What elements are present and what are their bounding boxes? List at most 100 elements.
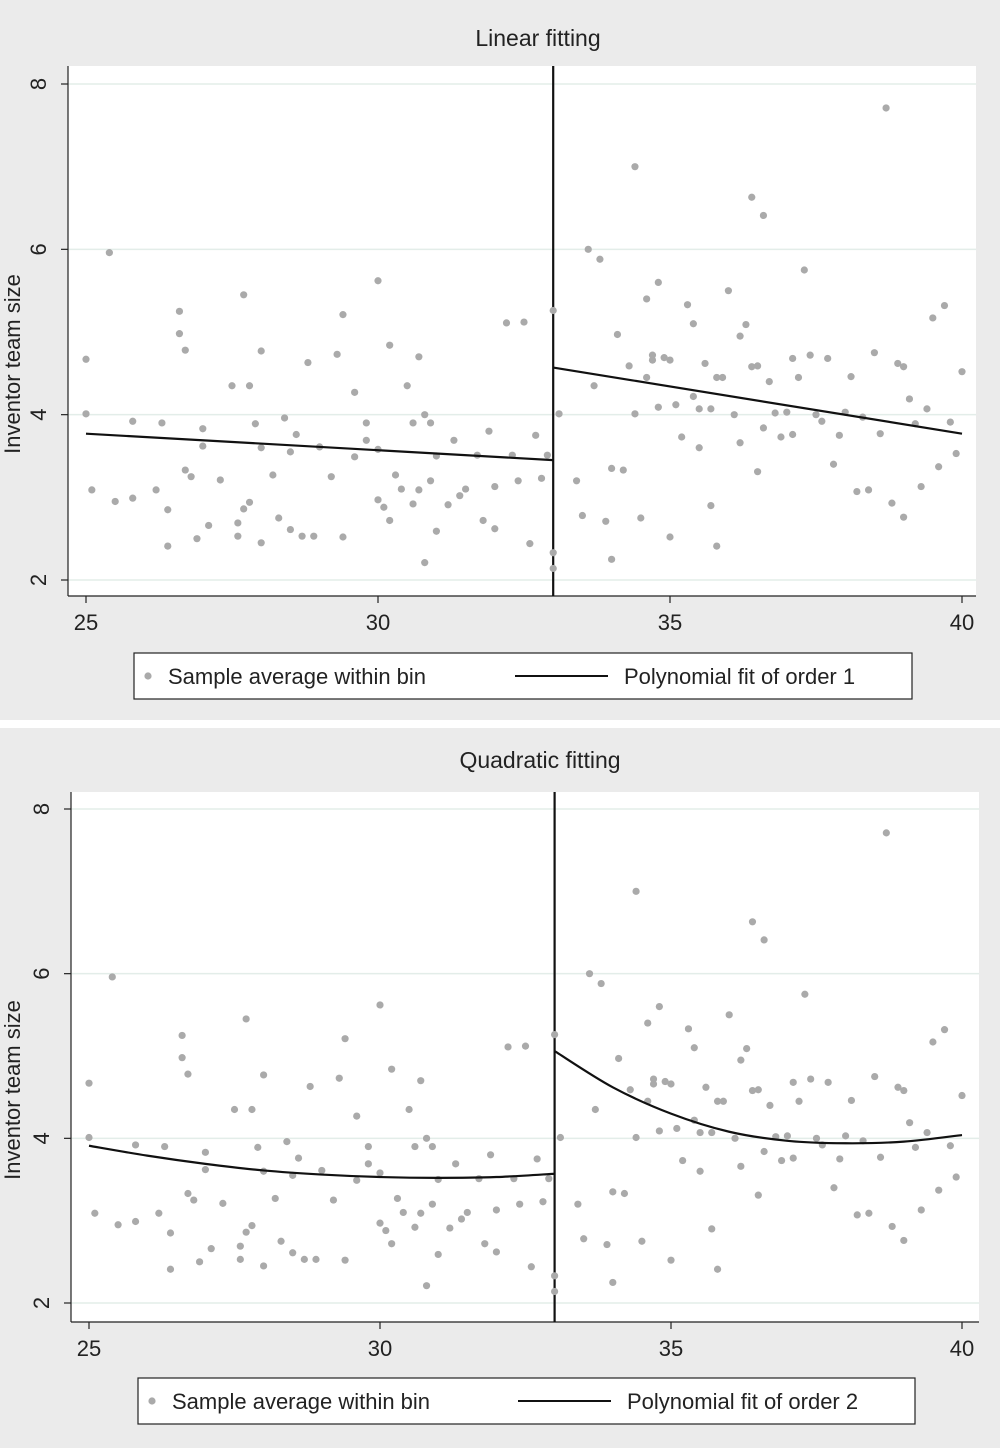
data-point <box>952 1173 960 1181</box>
data-point <box>736 332 744 340</box>
data-point <box>242 1015 250 1023</box>
data-point <box>643 373 651 382</box>
data-point <box>327 473 335 481</box>
data-point <box>666 533 674 541</box>
data-point <box>551 1030 559 1039</box>
data-point <box>777 433 785 441</box>
data-point <box>526 540 534 548</box>
data-point <box>695 405 703 413</box>
data-point <box>648 351 657 359</box>
data-point <box>713 1265 722 1273</box>
data-point <box>689 392 697 401</box>
data-point <box>300 1255 308 1263</box>
data-point <box>105 249 113 257</box>
data-point <box>847 1096 856 1105</box>
y-axis-label: Inventor team size <box>0 1000 25 1180</box>
data-point <box>725 1011 733 1019</box>
data-point <box>707 502 715 510</box>
data-point <box>702 1083 710 1091</box>
data-point <box>248 1222 256 1230</box>
data-point <box>829 460 838 468</box>
data-point <box>572 477 581 485</box>
data-point <box>678 433 686 441</box>
data-point <box>426 419 435 427</box>
data-point <box>82 410 90 418</box>
data-point <box>432 527 440 535</box>
data-point <box>393 1194 402 1203</box>
data-point <box>187 473 195 481</box>
data-point <box>713 373 721 382</box>
data-point <box>597 979 605 988</box>
data-point <box>719 1097 727 1105</box>
data-point <box>613 330 622 339</box>
data-point <box>946 1142 954 1150</box>
data-point <box>184 1070 192 1078</box>
data-point <box>888 499 896 507</box>
data-point <box>929 1038 937 1046</box>
data-point <box>777 1156 786 1165</box>
legend-line-label: Polynomial fit of order 2 <box>627 1389 858 1414</box>
data-point <box>888 1222 896 1231</box>
data-point <box>376 1001 384 1009</box>
data-point <box>952 449 960 458</box>
data-point <box>596 255 604 263</box>
data-point <box>853 1211 861 1219</box>
data-point <box>638 1237 646 1245</box>
data-point <box>649 1075 658 1083</box>
y-tick-label: 4 <box>26 409 51 421</box>
data-point <box>521 1042 530 1050</box>
data-point <box>362 436 370 444</box>
data-point <box>397 485 405 493</box>
data-point <box>178 1031 186 1040</box>
x-tick-label: 30 <box>366 610 390 635</box>
data-point <box>339 311 347 319</box>
data-point <box>713 1097 722 1105</box>
data-point <box>876 430 884 438</box>
data-point <box>724 287 733 295</box>
data-point <box>754 1191 762 1199</box>
data-point <box>479 516 487 525</box>
data-point <box>155 1209 163 1217</box>
data-point <box>626 1086 634 1094</box>
data-point <box>312 1255 320 1263</box>
data-point <box>894 359 902 368</box>
data-point <box>286 448 294 456</box>
data-point <box>923 405 931 413</box>
data-point <box>701 359 709 368</box>
data-point <box>847 373 855 381</box>
data-point <box>619 466 627 474</box>
y-tick-label: 6 <box>26 243 51 255</box>
data-point <box>609 1188 617 1196</box>
data-point <box>818 417 826 425</box>
data-point <box>434 1250 442 1259</box>
data-point <box>514 477 522 485</box>
linear-fit-panel: 2 4 6 8 25 30 35 40 Linear fitting Inventor tea… <box>0 0 1000 720</box>
data-point <box>85 1133 93 1142</box>
data-point <box>684 1025 693 1033</box>
data-point <box>417 1209 425 1217</box>
data-point <box>88 486 96 494</box>
data-point <box>382 1226 390 1235</box>
data-point <box>178 1054 186 1062</box>
data-point <box>631 410 639 418</box>
data-point <box>696 1167 704 1175</box>
legend-marker-symbol <box>148 1397 156 1405</box>
data-point <box>864 486 873 494</box>
data-point <box>690 1044 698 1052</box>
data-point <box>456 492 464 500</box>
data-point <box>409 500 417 508</box>
data-point <box>415 353 423 361</box>
data-point <box>129 494 137 502</box>
data-point <box>654 278 662 286</box>
data-point <box>463 1208 471 1217</box>
data-point <box>649 1080 658 1088</box>
data-point <box>251 420 259 428</box>
data-point <box>353 1112 361 1120</box>
data-point <box>257 444 265 452</box>
data-point <box>911 1143 920 1151</box>
data-point <box>625 362 633 370</box>
data-point <box>708 1128 716 1137</box>
data-point <box>533 1155 541 1163</box>
data-point <box>111 497 119 506</box>
data-point <box>958 1091 966 1100</box>
